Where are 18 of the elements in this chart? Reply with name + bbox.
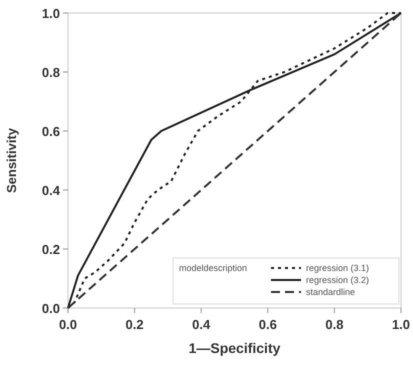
y-tick-label: 0.0: [42, 301, 60, 316]
legend-label: regression (3.1): [306, 263, 370, 273]
x-tick-label: 0.8: [325, 317, 344, 332]
legend-label: standardline: [306, 287, 356, 297]
y-tick-label: 0.4: [42, 183, 61, 198]
legend-title: modeldescription: [179, 263, 248, 273]
legend-label: regression (3.2): [306, 275, 370, 285]
x-tick-label: 0.6: [258, 317, 277, 332]
y-tick-label: 0.6: [42, 124, 60, 139]
y-tick-label: 0.2: [42, 242, 60, 257]
x-axis-title: 1—Specificity: [188, 340, 281, 356]
y-tick-label: 0.8: [42, 65, 60, 80]
x-tick-label: 1.0: [392, 317, 410, 332]
y-axis-title: Sensitivity: [4, 127, 19, 194]
y-tick-label: 1.0: [42, 6, 60, 21]
x-tick-label: 0.0: [58, 317, 78, 332]
x-tick-label: 0.4: [192, 317, 212, 332]
x-tick-label: 0.2: [126, 317, 144, 332]
